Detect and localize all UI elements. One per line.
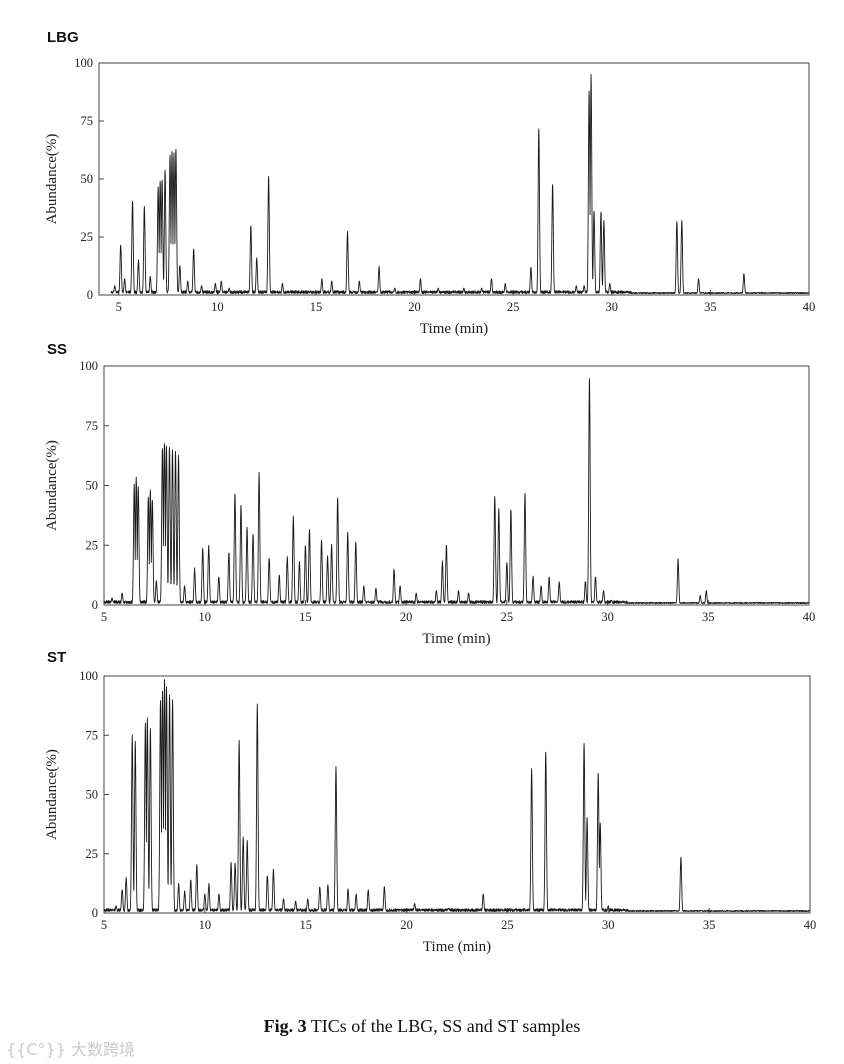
figure-caption-text: TICs of the LBG, SS and ST samples xyxy=(306,1016,581,1036)
x-tick-label: 35 xyxy=(704,300,717,314)
x-tick-label: 20 xyxy=(408,300,421,314)
x-tick-label: 15 xyxy=(299,918,312,932)
tic-trace-ss xyxy=(103,378,810,605)
x-tick-label: 10 xyxy=(198,610,211,624)
peak-point xyxy=(680,856,681,857)
tic-trace-lbg xyxy=(110,73,810,295)
y-tick-label: 100 xyxy=(79,669,98,683)
y-tick-label: 0 xyxy=(92,906,98,920)
peak-point xyxy=(309,528,310,529)
peak-point xyxy=(234,492,235,493)
y-tick-label: 50 xyxy=(86,479,99,493)
x-tick-label: 25 xyxy=(501,610,514,624)
y-axis-title: Abundance(%) xyxy=(44,749,60,840)
peak-point xyxy=(552,183,553,184)
peak-point xyxy=(267,874,268,875)
x-tick-label: 35 xyxy=(703,918,716,932)
y-tick-label: 75 xyxy=(81,114,94,128)
peak-point xyxy=(494,494,495,495)
y-tick-label: 75 xyxy=(86,419,99,433)
x-axis-title: Time (min) xyxy=(420,321,488,337)
figure-caption: Fig. 3 TICs of the LBG, SS and ST sample… xyxy=(0,1016,844,1037)
peak-point xyxy=(166,444,167,445)
y-tick-label: 25 xyxy=(86,847,99,861)
peak-point xyxy=(132,199,133,200)
peak-point xyxy=(538,127,539,128)
x-tick-label: 15 xyxy=(299,610,312,624)
peak-point xyxy=(158,185,159,186)
y-axis-title: Abundance(%) xyxy=(44,134,60,225)
chart-panel-st: ST 5 10 15 20 25 30 35 40 0 25 50 75 100 Time (min) Abu… xyxy=(44,649,817,955)
x-tick-label: 40 xyxy=(803,300,816,314)
tic-trace-st xyxy=(103,679,811,913)
chart-panel-lbg: LBG 5 10 15 20 25 30 35 40 0 25 50 75 100 Time (min) Ab… xyxy=(44,29,816,337)
y-axis-title: Abundance(%) xyxy=(44,440,60,531)
x-tick-label: 15 xyxy=(310,300,323,314)
peak-point xyxy=(583,742,584,743)
x-tick-label: 30 xyxy=(606,300,619,314)
peak-point xyxy=(138,485,139,486)
peak-point xyxy=(164,442,165,443)
chart-panel-ss: SS 5 10 15 20 25 30 35 40 0 25 50 75 100 Time (min) Abu… xyxy=(44,341,816,647)
peak-point xyxy=(179,264,180,265)
peak-point xyxy=(252,533,253,534)
peak-point xyxy=(120,243,121,244)
peak-point xyxy=(162,690,163,691)
watermark-logo: {{C°}} 大数跨境 xyxy=(6,1040,135,1059)
figure-caption-label: Fig. 3 xyxy=(263,1016,307,1036)
y-tick-label: 0 xyxy=(87,288,93,302)
y-tick-label: 100 xyxy=(74,56,93,70)
y-tick-label: 50 xyxy=(86,788,99,802)
x-tick-label: 5 xyxy=(101,610,107,624)
x-axis-title: Time (min) xyxy=(422,631,490,647)
x-tick-label: 10 xyxy=(211,300,224,314)
x-tick-label: 25 xyxy=(507,300,520,314)
x-tick-label: 30 xyxy=(601,610,614,624)
y-tick-label: 0 xyxy=(92,598,98,612)
y-tick-label: 25 xyxy=(86,538,99,552)
x-tick-label: 40 xyxy=(803,610,816,624)
panel-label-ss: SS xyxy=(47,341,67,358)
y-tick-label: 25 xyxy=(81,230,94,244)
plot-frame xyxy=(103,675,811,914)
peak-point xyxy=(160,699,161,700)
peak-point xyxy=(162,178,163,179)
panel-label-st: ST xyxy=(47,649,66,666)
x-tick-label: 5 xyxy=(101,918,107,932)
x-tick-label: 30 xyxy=(602,918,615,932)
panel-label-lbg: LBG xyxy=(47,29,79,46)
peak-point xyxy=(269,557,270,558)
plot-frame xyxy=(98,62,810,296)
x-tick-label: 10 xyxy=(199,918,212,932)
x-tick-label: 40 xyxy=(804,918,817,932)
x-tick-label: 35 xyxy=(702,610,715,624)
x-tick-label: 20 xyxy=(400,918,413,932)
y-tick-label: 50 xyxy=(81,172,94,186)
y-tick-label: 75 xyxy=(86,728,99,742)
x-tick-label: 20 xyxy=(400,610,413,624)
x-axis-title: Time (min) xyxy=(423,939,491,955)
y-tick-label: 100 xyxy=(79,359,98,373)
x-tick-label: 5 xyxy=(116,300,122,314)
peak-point xyxy=(162,447,163,448)
x-tick-label: 25 xyxy=(501,918,514,932)
